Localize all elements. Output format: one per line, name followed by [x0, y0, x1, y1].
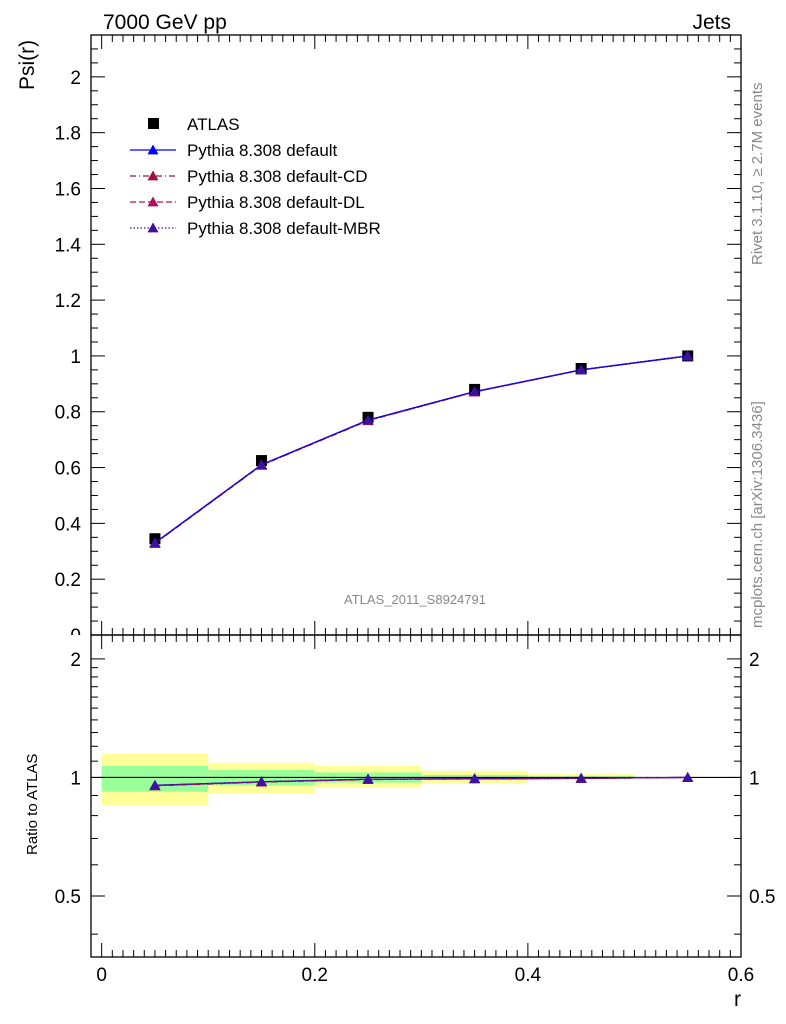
x-tick-label: 0.6 [728, 965, 754, 986]
x-tick-label: 0.2 [302, 965, 328, 986]
legend-label-3: Pythia 8.308 default-MBR [187, 219, 381, 238]
header-left-text: 7000 GeV pp [103, 11, 227, 34]
rivet-version-text: Rivet 3.1.10, ≥ 2.7M events [749, 83, 766, 266]
ratio-series-point-3 [575, 772, 587, 783]
main-top-series-line-0 [154, 355, 688, 544]
ratio-panel-frame [90, 634, 742, 958]
main-y-tick-label: 0.6 [55, 459, 81, 480]
analysis-watermark: ATLAS_2011_S8924791 [344, 592, 486, 607]
ratio-y-tick-label-right: 1 [749, 768, 760, 789]
ratio-series-point-3 [362, 773, 374, 784]
ratio-series-point-3 [469, 773, 481, 784]
ratio-series-line-3 [154, 776, 688, 786]
main-y-tick-label: 0.4 [55, 514, 82, 535]
x-tick-label: 0.4 [515, 965, 542, 986]
main-top-series-point-1 [469, 386, 481, 397]
ratio-y-tick-label-right: 2 [749, 650, 760, 671]
legend-marker-2 [147, 196, 159, 207]
legend-marker-1 [147, 170, 159, 181]
main-y-tick-label: 1.6 [55, 179, 81, 200]
ratio-y-tick-label: 0.5 [55, 887, 81, 908]
legend-marker-0 [147, 144, 159, 155]
main-top-series-point-1 [362, 414, 374, 425]
main-y-tick-label: 1.8 [55, 124, 81, 145]
ratio-y-tick-label-right: 0.5 [749, 887, 775, 908]
main-series-line-2 [154, 355, 688, 544]
x-tick-label: 0 [96, 965, 107, 986]
x-axis-label: r [734, 988, 741, 1011]
main-series-line-1 [154, 355, 688, 544]
header-right-text: Jets [692, 11, 731, 34]
main-series-line-3 [154, 355, 688, 544]
main-top-series-line-1 [154, 355, 688, 544]
main-series-line-0 [154, 355, 688, 544]
main-top-series-point-1 [149, 537, 161, 548]
main-y-tick-label: 2 [70, 68, 81, 89]
main-y-tick-label: 1.2 [55, 291, 81, 312]
ratio-series-point-3 [255, 776, 267, 787]
legend-marker-atlas [148, 118, 159, 129]
ratio-series-point-3 [149, 779, 161, 790]
main-panel: 0.2 0.4 0.6 0.8 1 1.2 1.4 1.6 1.8 2 0 [55, 34, 742, 647]
main-top-series-point-1 [682, 350, 694, 361]
legend-label-1: Pythia 8.308 default-CD [187, 167, 368, 186]
ratio-panel: 0 0.2 0.4 0.6 0.5 0.5 1 1 2 2 [55, 634, 775, 986]
main-y-tick-label: 0.8 [55, 403, 81, 424]
y-axis-label-main: Psi(r) [16, 40, 39, 90]
main-y-tick-label: 1.4 [55, 235, 82, 256]
ratio-y-tick-label: 2 [70, 650, 81, 671]
legend-label-atlas: ATLAS [187, 115, 240, 134]
main-y-tick-label: 1 [70, 347, 81, 368]
legend-label-2: Pythia 8.308 default-DL [187, 193, 365, 212]
y-axis-label-ratio: Ratio to ATLAS [24, 754, 41, 855]
main-y-tick-label: 0 [70, 626, 81, 647]
ratio-series-point-3 [682, 771, 694, 782]
legend: ATLAS Pythia 8.308 default Pythia 8.308 de… [130, 115, 381, 238]
ratio-y-tick-label: 1 [70, 768, 81, 789]
main-top-series-point-1 [255, 459, 267, 470]
main-y-tick-label: 0.2 [55, 570, 81, 591]
legend-label-0: Pythia 8.308 default [187, 141, 338, 160]
mcplots-reference-text: mcplots.cern.ch [arXiv:1306.3436] [749, 401, 766, 628]
main-top-series-point-1 [575, 364, 587, 375]
legend-marker-3 [147, 222, 159, 233]
